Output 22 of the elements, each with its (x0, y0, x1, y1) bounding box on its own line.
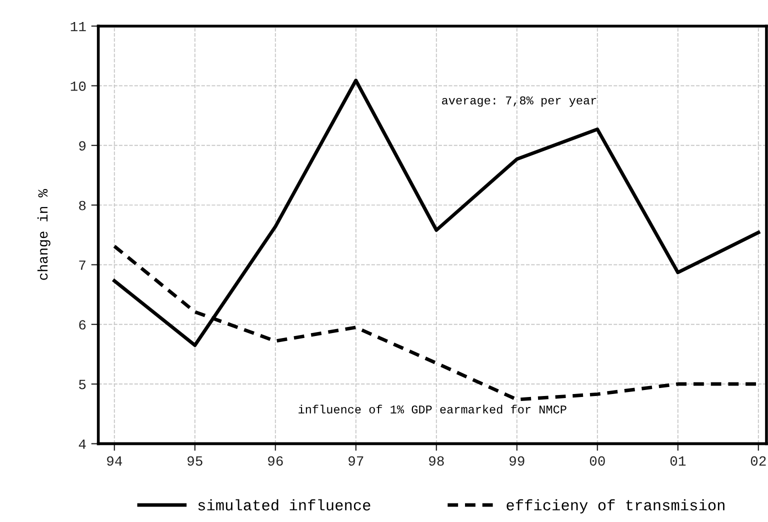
x-tick-label: 98 (429, 456, 444, 466)
y-tick-label: 7 (79, 260, 86, 270)
x-tick-label: 99 (510, 456, 524, 466)
annotation: influence of 1% GDP earmarked for NMCP (298, 404, 566, 414)
y-tick-label: 10 (70, 82, 86, 91)
y-tick-label: 4 (78, 440, 86, 449)
y-tick-label: 6 (79, 320, 86, 330)
x-tick-label: 94 (107, 456, 122, 466)
x-tick-label: 00 (590, 456, 605, 466)
legend-label: simulated influence (198, 499, 370, 510)
y-tick-label: 8 (79, 200, 86, 210)
legend-label: efficieny of transmision (506, 499, 724, 514)
x-tick-label: 96 (268, 456, 283, 466)
x-tick-label: 95 (188, 456, 202, 466)
y-axis-title: change in % (37, 189, 50, 280)
annotation: average: 7,8% per year (442, 96, 596, 107)
y-tick-label: 9 (79, 141, 86, 151)
y-tick-label: 5 (79, 380, 86, 390)
x-tick-label: 97 (348, 456, 364, 466)
x-tick-label: 02 (750, 456, 766, 466)
y-tick-label: 11 (70, 22, 86, 32)
x-tick-label: 01 (670, 456, 686, 466)
